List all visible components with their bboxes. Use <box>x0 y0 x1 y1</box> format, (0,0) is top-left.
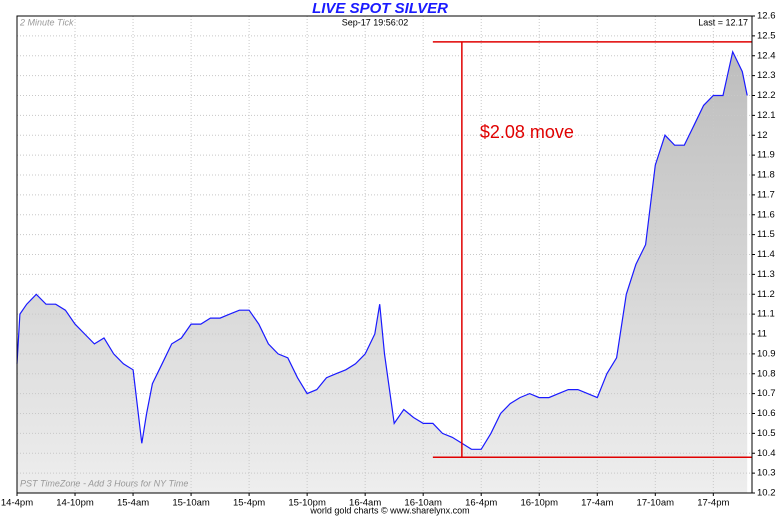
y-tick-label: 11.3 <box>757 269 775 280</box>
plot-frame <box>16 15 753 494</box>
last-label: Last = 12.17 <box>698 17 748 27</box>
footer: world gold charts © www.sharelynx.com <box>309 505 469 515</box>
y-tick-label: 12.6 <box>757 11 776 22</box>
x-tick-label: 14-10pm <box>56 498 94 509</box>
x-tick-label: 17-4am <box>581 498 613 509</box>
y-tick-label: 12 <box>757 130 768 141</box>
x-tick-label: 14-4pm <box>1 498 33 509</box>
y-tick-label: 11 <box>757 329 767 340</box>
y-tick-label: 10.9 <box>757 348 776 359</box>
y-tick-label: 12.5 <box>757 30 776 41</box>
x-tick-label: 15-4pm <box>233 498 265 509</box>
y-tick-label: 12.2 <box>757 90 776 101</box>
x-tick-label: 16-4pm <box>465 498 497 509</box>
x-tick-label: 15-10pm <box>288 498 326 509</box>
y-tick-label: 10.5 <box>757 428 776 439</box>
x-tick-label: 17-4pm <box>697 498 729 509</box>
y-tick-label: 12.1 <box>757 110 776 121</box>
y-tick-label: 11.1 <box>757 309 775 320</box>
y-tick-label: 11.9 <box>757 150 775 161</box>
x-tick-label: 17-10am <box>637 498 675 509</box>
subtitle: Sep-17 19:56:02 <box>342 17 409 27</box>
interval-label: 2 Minute Tick <box>19 17 74 27</box>
y-tick-label: 10.4 <box>757 448 776 459</box>
y-tick-label: 11.2 <box>757 289 775 300</box>
price-line <box>16 49 748 450</box>
y-tick-label: 12.3 <box>757 70 776 81</box>
area <box>17 51 748 494</box>
y-tick-label: 12.4 <box>757 50 776 61</box>
timezone-note: PST TimeZone - Add 3 Hours for NY Time <box>20 478 188 488</box>
chart-title: LIVE SPOT SILVER <box>312 0 448 17</box>
annotation: $2.08 move <box>480 122 574 142</box>
x-tick-label: 15-10am <box>172 498 210 509</box>
x-tick-label: 15-4am <box>117 498 149 509</box>
y-tick-label: 10.3 <box>757 468 776 479</box>
y-tick-label: 10.7 <box>757 388 776 399</box>
y-tick-label: 11.5 <box>757 229 775 240</box>
x-tick-label: 16-4am <box>349 498 381 509</box>
x-tick-label: 16-10pm <box>520 498 558 509</box>
y-tick-label: 10.2 <box>757 488 776 499</box>
y-tick-label: 10.6 <box>757 408 776 419</box>
y-tick-label: 10.8 <box>757 368 776 379</box>
y-tick-label: 11.8 <box>757 170 775 181</box>
y-tick-label: 11.7 <box>757 189 775 200</box>
y-tick-label: 11.6 <box>757 209 775 220</box>
x-tick-label: 16-10am <box>404 498 442 509</box>
y-tick-label: 11.4 <box>757 249 775 260</box>
